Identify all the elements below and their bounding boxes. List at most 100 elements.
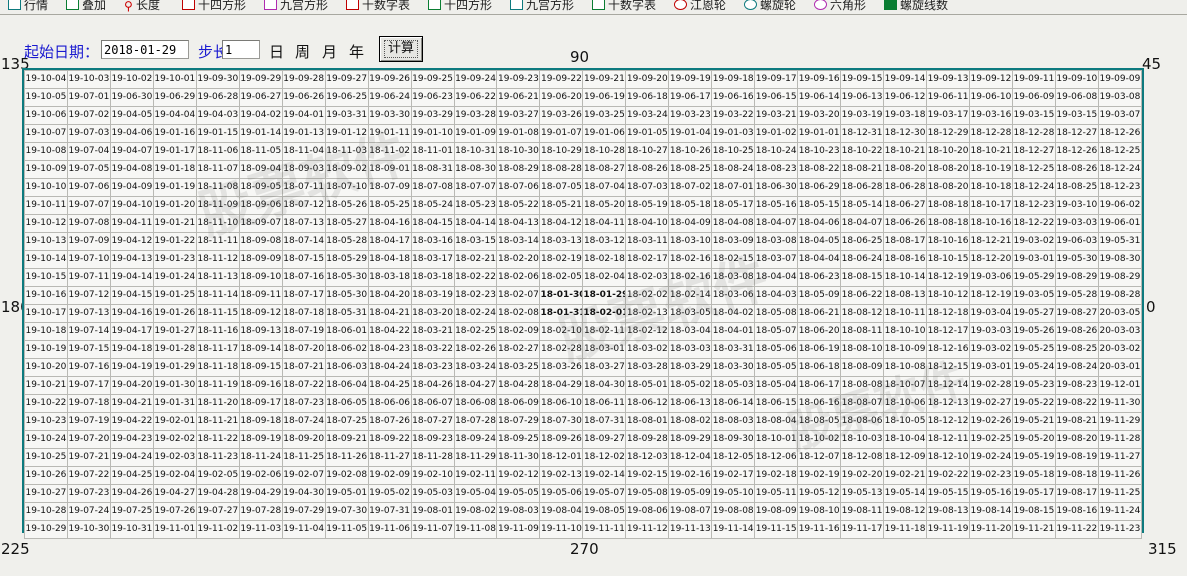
date-cell[interactable]: 18-01-30: [539, 286, 584, 305]
date-cell[interactable]: 19-09-19: [668, 70, 713, 89]
date-cell[interactable]: 18-09-25: [496, 430, 541, 449]
date-cell[interactable]: 19-09-21: [582, 70, 627, 89]
date-cell[interactable]: 19-05-01: [324, 484, 369, 503]
date-cell[interactable]: 19-08-19: [1054, 448, 1099, 467]
date-cell[interactable]: 19-11-26: [1097, 466, 1143, 485]
date-cell[interactable]: 19-05-25: [1011, 340, 1056, 359]
date-cell[interactable]: 19-04-15: [109, 286, 154, 305]
date-cell[interactable]: 18-03-03: [668, 340, 713, 359]
date-cell[interactable]: 19-07-26: [152, 502, 197, 521]
date-cell[interactable]: 18-07-31: [582, 412, 627, 431]
date-cell[interactable]: 19-08-02: [453, 502, 498, 521]
date-cell[interactable]: 19-04-09: [109, 178, 154, 197]
toolbar-item-4[interactable]: 九宫方形: [264, 0, 328, 14]
date-cell[interactable]: 18-07-16: [281, 268, 326, 287]
date-cell[interactable]: 19-09-23: [496, 70, 541, 89]
date-cell[interactable]: 18-12-24: [1097, 160, 1143, 179]
date-cell[interactable]: 19-07-08: [66, 214, 111, 233]
date-cell[interactable]: 19-02-14: [582, 466, 627, 485]
date-cell[interactable]: 19-11-21: [1011, 520, 1056, 539]
date-cell[interactable]: 19-09-29: [238, 70, 283, 89]
date-cell[interactable]: 19-06-27: [238, 88, 283, 107]
date-cell[interactable]: 18-09-27: [582, 430, 627, 449]
date-cell[interactable]: 18-04-20: [367, 286, 412, 305]
date-cell[interactable]: 18-06-10: [539, 394, 584, 413]
date-cell[interactable]: 19-09-13: [926, 70, 970, 89]
date-cell[interactable]: 18-04-18: [367, 250, 412, 269]
date-cell[interactable]: 18-05-25: [367, 196, 412, 215]
date-cell[interactable]: 18-06-03: [324, 358, 369, 377]
date-cell[interactable]: 19-10-29: [24, 520, 68, 539]
date-cell[interactable]: 19-10-17: [24, 304, 68, 323]
date-cell[interactable]: 19-02-13: [539, 466, 584, 485]
date-cell[interactable]: 19-06-25: [324, 88, 369, 107]
date-cell[interactable]: 18-12-23: [1097, 178, 1143, 197]
date-cell[interactable]: 18-02-05: [539, 268, 584, 287]
date-cell[interactable]: 19-06-11: [926, 88, 970, 107]
date-cell[interactable]: 19-01-27: [152, 322, 197, 341]
date-cell[interactable]: 19-04-26: [109, 484, 154, 503]
date-cell[interactable]: 19-04-04: [152, 106, 197, 125]
date-cell[interactable]: 19-03-28: [453, 106, 498, 125]
date-cell[interactable]: 18-02-14: [668, 286, 713, 305]
date-cell[interactable]: 19-05-16: [968, 484, 1013, 503]
date-cell[interactable]: 18-12-21: [968, 232, 1013, 251]
toolbar-item-7[interactable]: 九宫方形: [510, 0, 574, 14]
date-cell[interactable]: 19-08-06: [625, 502, 670, 521]
date-cell[interactable]: 18-04-01: [711, 322, 756, 341]
date-cell[interactable]: 19-03-27: [496, 106, 541, 125]
date-cell[interactable]: 19-06-28: [195, 88, 240, 107]
date-cell[interactable]: 18-08-20: [926, 160, 970, 179]
date-cell[interactable]: 18-06-11: [582, 394, 627, 413]
date-cell[interactable]: 19-01-02: [754, 124, 799, 143]
date-cell[interactable]: 18-07-15: [281, 250, 326, 269]
date-cell[interactable]: 19-10-01: [152, 70, 197, 89]
date-cell[interactable]: 18-06-17: [797, 376, 842, 395]
date-cell[interactable]: 19-06-29: [152, 88, 197, 107]
date-cell[interactable]: 18-09-29: [668, 430, 713, 449]
date-cell[interactable]: 19-05-28: [1054, 286, 1099, 305]
date-cell[interactable]: 19-04-14: [109, 268, 154, 287]
date-cell[interactable]: 18-12-14: [926, 376, 970, 395]
date-cell[interactable]: 18-02-07: [496, 286, 541, 305]
date-cell[interactable]: 19-07-23: [66, 484, 111, 503]
date-cell[interactable]: 19-05-27: [1011, 304, 1056, 323]
date-cell[interactable]: 19-11-24: [1097, 502, 1143, 521]
date-cell[interactable]: 19-08-10: [797, 502, 842, 521]
date-cell[interactable]: 18-04-04: [754, 268, 799, 287]
date-cell[interactable]: 18-02-08: [496, 304, 541, 323]
date-cell[interactable]: 19-03-02: [968, 340, 1013, 359]
date-cell[interactable]: 19-06-14: [797, 88, 842, 107]
date-cell[interactable]: 19-07-27: [195, 502, 240, 521]
date-cell[interactable]: 18-02-03: [625, 268, 670, 287]
date-cell[interactable]: 19-09-20: [625, 70, 670, 89]
date-cell[interactable]: 19-04-29: [238, 484, 283, 503]
date-cell[interactable]: 18-04-25: [367, 376, 412, 395]
date-cell[interactable]: 19-05-02: [367, 484, 412, 503]
date-cell[interactable]: 18-05-14: [840, 196, 885, 215]
date-cell[interactable]: 19-01-21: [152, 214, 197, 233]
date-cell[interactable]: 19-05-11: [754, 484, 799, 503]
date-cell[interactable]: 18-12-03: [625, 448, 670, 467]
date-cell[interactable]: 19-10-03: [66, 70, 111, 89]
date-cell[interactable]: 18-12-22: [1011, 214, 1056, 233]
date-cell[interactable]: 18-02-18: [582, 250, 627, 269]
date-cell[interactable]: 19-11-14: [711, 520, 756, 539]
date-cell[interactable]: 19-01-01: [797, 124, 842, 143]
date-cell[interactable]: 19-05-12: [797, 484, 842, 503]
date-cell[interactable]: 19-03-03: [1054, 214, 1099, 233]
date-cell[interactable]: 18-07-23: [281, 394, 326, 413]
date-cell[interactable]: 19-04-18: [109, 340, 154, 359]
date-cell[interactable]: 19-10-09: [24, 160, 68, 179]
date-cell[interactable]: 18-03-29: [668, 358, 713, 377]
date-cell[interactable]: 18-04-09: [668, 214, 713, 233]
date-cell[interactable]: 18-09-15: [238, 358, 283, 377]
date-cell[interactable]: 18-08-13: [883, 286, 928, 305]
date-cell[interactable]: 18-07-14: [281, 232, 326, 251]
date-cell[interactable]: 19-02-27: [968, 394, 1013, 413]
date-cell[interactable]: 19-08-11: [840, 502, 885, 521]
date-cell[interactable]: 19-01-08: [496, 124, 541, 143]
date-cell[interactable]: 18-10-15: [926, 250, 970, 269]
date-cell[interactable]: 18-06-20: [797, 322, 842, 341]
date-cell[interactable]: 18-07-01: [711, 178, 756, 197]
